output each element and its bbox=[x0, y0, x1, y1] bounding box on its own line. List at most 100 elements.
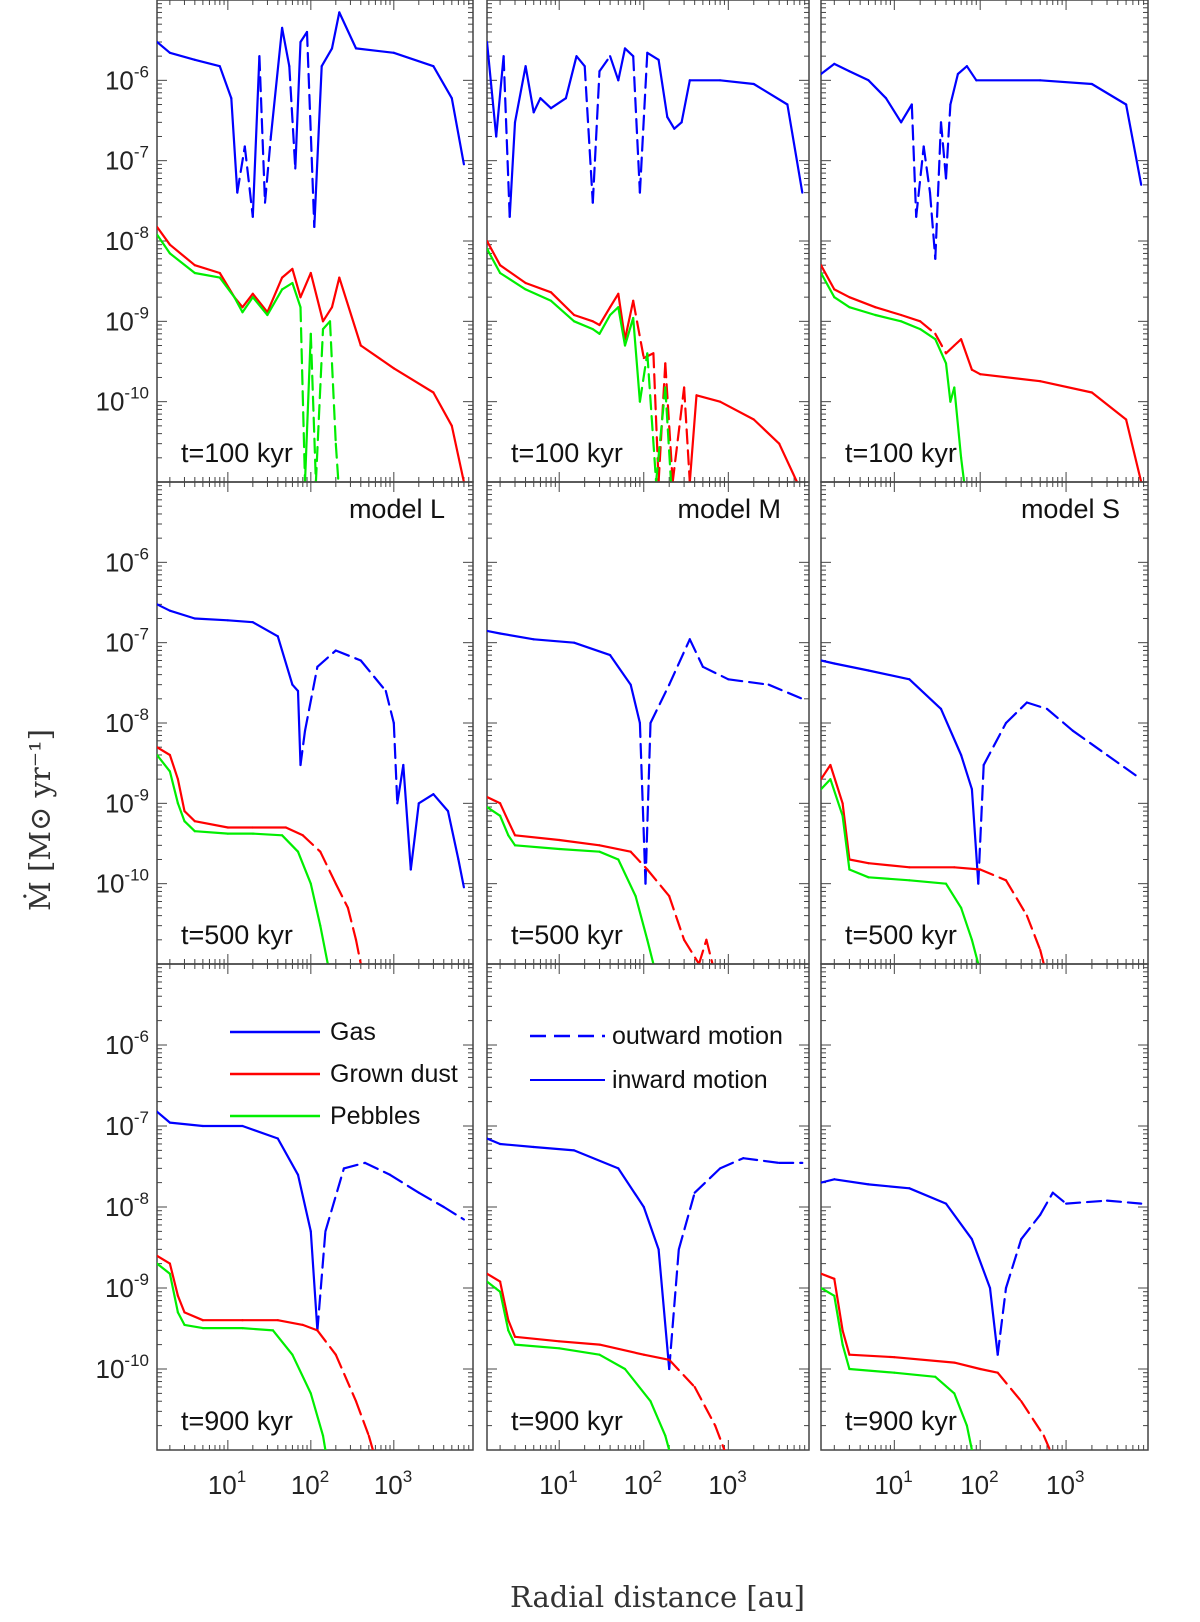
panel-r2-c0: 10-10 10-9 10-8 10-7 10-6 101 102 103 t=900 kyr bbox=[96, 963, 474, 1500]
series-grown-dust-segment bbox=[642, 352, 655, 360]
series-gas-segment bbox=[1051, 1191, 1068, 1205]
series-grown-dust-segment bbox=[934, 332, 948, 355]
series-gas-segment bbox=[959, 753, 974, 791]
series-grown-dust-segment bbox=[688, 394, 698, 482]
panel-model-label: model S bbox=[1021, 494, 1120, 524]
series-gas-segment bbox=[330, 11, 341, 50]
series-grown-dust-segment bbox=[157, 746, 171, 757]
series-gas-segment bbox=[409, 834, 417, 871]
series-pebbles-segment bbox=[291, 1353, 312, 1395]
series-gas-segment bbox=[499, 632, 535, 641]
series-pebbles-segment bbox=[241, 296, 254, 314]
series-gas-segment bbox=[193, 617, 229, 622]
series-grown-dust-segment bbox=[899, 313, 922, 323]
series-pebbles-segment bbox=[867, 876, 911, 882]
series-grown-dust-segment bbox=[284, 826, 304, 837]
series-gas-segment bbox=[487, 629, 502, 635]
series-gas-segment bbox=[532, 638, 576, 644]
series-gas-segment bbox=[934, 121, 943, 260]
series-gas-segment bbox=[168, 609, 196, 620]
series-gas-segment bbox=[908, 678, 943, 711]
series-gas-segment bbox=[680, 79, 691, 124]
series-pebbles-segment bbox=[959, 456, 966, 482]
x-tick-label: 103 bbox=[1046, 1467, 1084, 1500]
y-tick-label: 10-7 bbox=[105, 1108, 149, 1141]
series-gas-segment bbox=[668, 1248, 680, 1371]
series-grown-dust-segment bbox=[874, 306, 903, 317]
series-pebbles-segment bbox=[499, 1290, 510, 1332]
series-gas-segment bbox=[867, 669, 911, 681]
series-grown-dust-segment bbox=[848, 1353, 896, 1359]
series-grown-dust-segment bbox=[1090, 391, 1128, 421]
series-grown-dust-segment bbox=[301, 834, 322, 853]
series-grown-dust-segment bbox=[1020, 1400, 1045, 1437]
series-pebbles-segment bbox=[303, 332, 312, 482]
series-gas-segment bbox=[928, 191, 937, 260]
series-grown-dust-segment bbox=[598, 844, 632, 853]
series-grown-dust-segment bbox=[841, 1329, 851, 1356]
series-gas-segment bbox=[1105, 1199, 1143, 1205]
panel-time-label: t=500 kyr bbox=[511, 920, 623, 950]
series-pebbles-segment bbox=[266, 288, 284, 317]
panel-time-label: t=900 kyr bbox=[511, 1406, 623, 1436]
y-tick-label: 10-10 bbox=[96, 866, 150, 899]
series-pebbles-segment bbox=[617, 306, 627, 347]
series-grown-dust-segment bbox=[970, 368, 982, 376]
series-grown-dust-segment bbox=[319, 850, 337, 885]
series-gas-segment bbox=[742, 1157, 781, 1165]
series-gas-segment bbox=[965, 65, 978, 82]
series-gas-segment bbox=[693, 1167, 722, 1194]
series-gas-segment bbox=[1039, 1191, 1054, 1216]
y-axis-title: Ṁ [M⊙ yr⁻¹] bbox=[22, 729, 57, 911]
series-gas-segment bbox=[608, 653, 632, 686]
series-grown-dust-segment bbox=[321, 306, 334, 323]
series-grown-dust-segment bbox=[642, 1353, 671, 1361]
series-grown-dust-segment bbox=[752, 418, 781, 445]
series-gas-segment bbox=[236, 145, 246, 194]
series-gas-segment bbox=[944, 1202, 974, 1241]
series-pebbles-segment bbox=[646, 352, 658, 482]
series-grown-dust-segment bbox=[176, 1294, 186, 1314]
series-grown-dust-segment bbox=[829, 763, 844, 805]
series-pebbles-segment bbox=[598, 313, 612, 335]
series-grown-dust-segment bbox=[695, 394, 722, 403]
series-gas-segment bbox=[657, 1248, 671, 1371]
panel-time-label: t=900 kyr bbox=[845, 1406, 957, 1436]
series-grown-dust-segment bbox=[558, 838, 601, 847]
series-grown-dust-segment bbox=[841, 802, 851, 861]
series-gas-segment bbox=[608, 55, 620, 82]
series-pebbles-segment bbox=[841, 1343, 851, 1371]
series-grown-dust-segment bbox=[572, 313, 594, 323]
x-tick-label: 103 bbox=[708, 1467, 746, 1500]
legend-series: Gas Grown dust Pebbles bbox=[230, 1018, 458, 1130]
series-gas-segment bbox=[833, 662, 870, 672]
series-pebbles-segment bbox=[168, 1272, 179, 1314]
series-gas-segment bbox=[392, 51, 435, 68]
series-gas-segment bbox=[442, 1205, 465, 1221]
series-grown-dust-segment bbox=[668, 894, 686, 941]
series-gas-segment bbox=[649, 683, 671, 725]
series-pebbles-segment bbox=[309, 882, 322, 927]
series-pebbles-segment bbox=[821, 271, 836, 299]
series-gas-segment bbox=[583, 65, 594, 204]
series-pebbles-segment bbox=[193, 271, 221, 279]
series-gas-segment bbox=[320, 47, 334, 68]
series-gas-segment bbox=[305, 30, 316, 228]
series-gas-segment bbox=[1105, 753, 1143, 781]
series-grown-dust-segment bbox=[334, 882, 349, 909]
series-grown-dust-segment bbox=[168, 753, 179, 781]
series-gas-segment bbox=[539, 97, 553, 110]
series-grown-dust-segment bbox=[291, 267, 302, 299]
series-gas-segment bbox=[243, 145, 254, 218]
panel-frame bbox=[156, 963, 474, 1451]
series-grown-dust-segment bbox=[848, 858, 870, 865]
legend-line-styles: outward motion inward motion bbox=[530, 1022, 783, 1094]
series-grown-dust-segment bbox=[524, 281, 553, 294]
series-gas-segment bbox=[417, 1191, 445, 1209]
series-grown-dust-segment bbox=[598, 1343, 645, 1356]
series-grown-dust-segment bbox=[833, 1277, 844, 1332]
series-grown-dust-segment bbox=[176, 778, 186, 813]
series-grown-dust-segment bbox=[1039, 948, 1045, 964]
series-grown-dust-segment bbox=[354, 1400, 370, 1437]
